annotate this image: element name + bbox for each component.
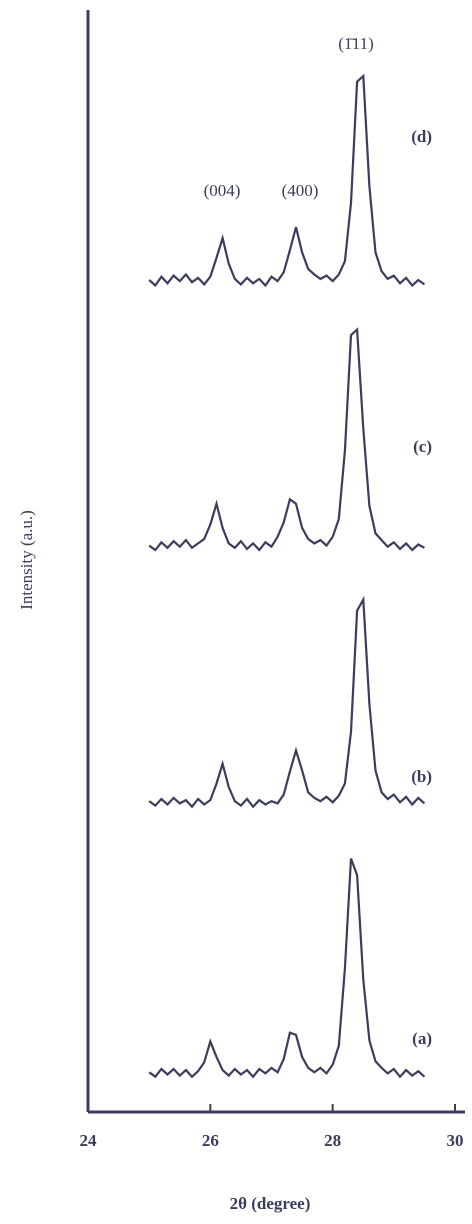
series-label: (a) [412,1029,432,1048]
x-tick-label: 28 [324,1131,341,1150]
peak-annotation: (400) [282,181,319,200]
series-label: (d) [411,127,432,146]
peak-annotation: (1̄11) [338,34,374,53]
xrd-trace [148,595,426,809]
x-tick-label: 24 [80,1131,98,1150]
xrd-trace [148,73,426,288]
x-axis-label: 2θ (degree) [230,1194,311,1213]
peak-annotation: (004) [204,181,241,200]
series-label: (c) [413,437,432,456]
xrd-trace [148,858,426,1079]
x-tick-label: 26 [202,1131,219,1150]
y-axis-label: Intensity (a.u.) [17,510,36,610]
xrd-trace [148,327,425,552]
x-tick-label: 30 [447,1131,464,1150]
series-label: (b) [411,767,432,786]
